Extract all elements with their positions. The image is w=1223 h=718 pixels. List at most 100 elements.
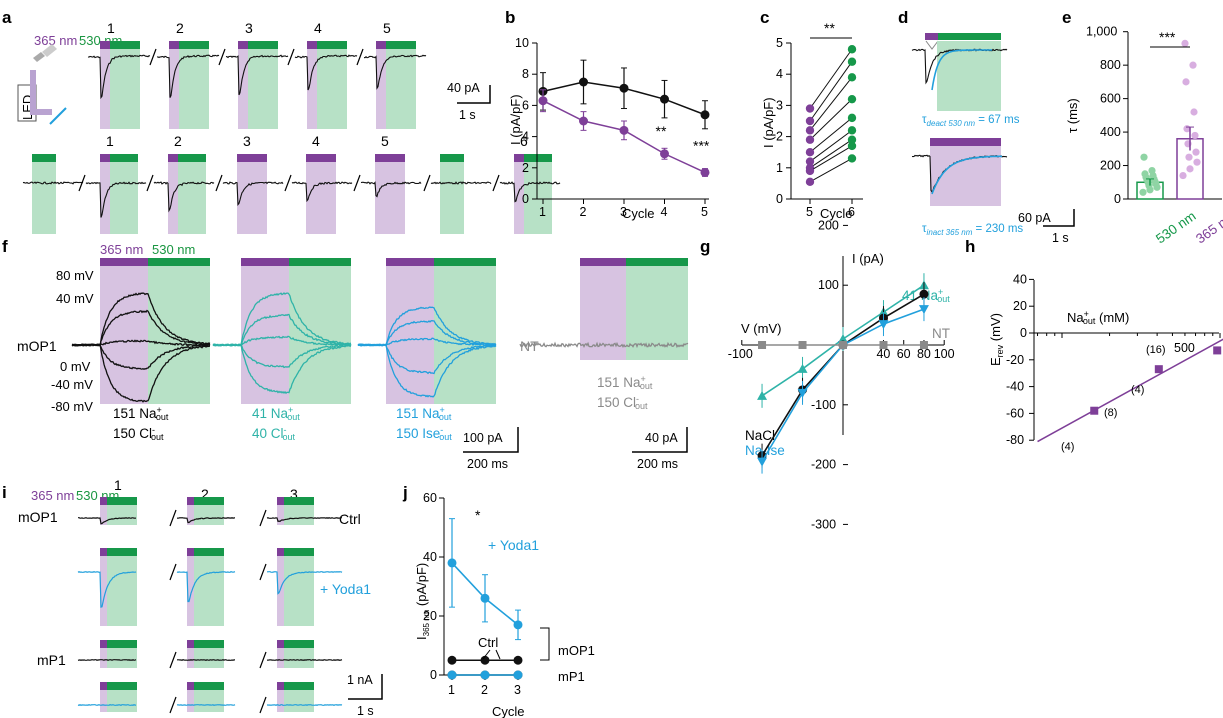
- g-point: [758, 341, 767, 349]
- svg-text:60 pA: 60 pA: [1018, 211, 1051, 225]
- break-mark: [423, 174, 431, 192]
- j-ytick-label: 60: [423, 491, 437, 505]
- panel-label-i: i: [2, 483, 7, 502]
- current-trace: [156, 54, 220, 98]
- i-cell-mp1: mP1: [37, 652, 66, 668]
- i-ctrl: Ctrl: [339, 511, 361, 527]
- h-point: [1213, 346, 1222, 355]
- i-bar-365: [100, 682, 107, 690]
- i-bar-530: [284, 548, 314, 556]
- light-bar-530: [524, 154, 552, 162]
- break-mark: [259, 651, 267, 669]
- e-point: [1191, 131, 1199, 140]
- e-ytick-label: 0: [1114, 192, 1121, 206]
- svg-text:40 pA: 40 pA: [645, 431, 678, 445]
- i-bar-530: [107, 497, 137, 505]
- light-bar-530: [386, 41, 416, 49]
- b-xlabel: Cycle: [622, 206, 655, 221]
- j-ylabel: I365 nm (pA/pF): [414, 563, 431, 640]
- i-bar-365: [100, 548, 107, 556]
- c-point-5: [805, 135, 815, 144]
- cycle-label: 5: [381, 133, 389, 149]
- c-point-5: [805, 177, 815, 187]
- h-ytick-label: -80: [1006, 433, 1024, 447]
- c-point-6: [847, 113, 857, 123]
- i-bar-530: [194, 497, 224, 505]
- scale-bar-d: 60 pA 1 s: [1018, 209, 1075, 245]
- c-point-6: [847, 141, 857, 151]
- i-shade-365: [187, 505, 194, 525]
- panel-label-c: c: [760, 8, 769, 27]
- light-bar-365: [100, 41, 110, 49]
- c-pair-line: [809, 139, 853, 169]
- f-shade-365: [241, 266, 289, 404]
- e-point: [1139, 188, 1147, 196]
- e-point: [1189, 61, 1197, 69]
- i-365nm: 365 nm: [31, 488, 74, 503]
- h-ylabel: Erev (mV): [988, 313, 1005, 366]
- c-xtick-label: 6: [848, 205, 855, 219]
- j-ctrl: Ctrl: [478, 635, 498, 650]
- h-ytick-label: 20: [1013, 299, 1027, 313]
- cycle-label: 6: [520, 133, 528, 149]
- i-trace: [176, 517, 235, 524]
- svg-text:1 s: 1 s: [357, 704, 374, 718]
- panel-a-top-traces: 1 2 3 4 5: [87, 20, 427, 129]
- f-bar-530: [148, 258, 210, 266]
- shade-365: [514, 162, 524, 234]
- g-xtick-label: 40: [876, 347, 890, 361]
- c-point-5: [805, 148, 815, 157]
- g-point: [839, 341, 847, 349]
- b-point: [579, 77, 588, 87]
- f-trace: [212, 343, 352, 369]
- scale-bar-a: 40 pA 1 s: [447, 81, 491, 122]
- led-icon: LED: [17, 44, 67, 125]
- break-mark: [169, 696, 177, 714]
- g-xtick-label: 100: [934, 347, 955, 361]
- i-trace: [266, 659, 343, 661]
- j-point: [480, 655, 490, 665]
- i-cell-mop1: mOP1: [18, 509, 58, 525]
- light-bar-530: [248, 41, 278, 49]
- g-xtick-label: 80: [917, 347, 931, 361]
- i-bar-530: [107, 548, 137, 556]
- f-shade-530: [289, 266, 351, 404]
- g-ytick-label: -100: [811, 398, 836, 412]
- current-trace: [291, 181, 353, 203]
- b-point: [619, 125, 629, 135]
- e-ytick-label: 800: [1100, 58, 1121, 72]
- h-xtick-label: 500: [1174, 341, 1195, 355]
- j-ctrl-pointer: [495, 649, 501, 660]
- break-mark: [146, 174, 154, 192]
- f-shade-530: [434, 266, 496, 404]
- i-cycle-2: 2: [201, 486, 209, 502]
- f-shade-365: [386, 266, 434, 404]
- j-point: [447, 670, 457, 680]
- cycle-label: 3: [243, 133, 251, 149]
- i-shade-365: [187, 556, 194, 626]
- e-point: [1190, 108, 1198, 116]
- c-xtick-label: 5: [806, 205, 813, 219]
- i-shade-530: [284, 648, 314, 668]
- f-bar-530: [289, 258, 351, 266]
- f-mv-0: 0 mV: [60, 359, 91, 374]
- i-trace: [77, 704, 136, 706]
- break-mark: [149, 48, 157, 66]
- e-point: [1141, 170, 1149, 178]
- f-bar-365: [241, 258, 289, 266]
- e-point: [1140, 153, 1148, 161]
- c-pair-line: [809, 145, 853, 172]
- e-point: [1179, 171, 1187, 180]
- shade-530: [179, 49, 209, 129]
- c-pair-line: [809, 77, 853, 131]
- svg-text:151 Na+out: 151 Na+ out: [597, 374, 653, 391]
- svg-text:151 Na+out: 151 Na+ out: [113, 405, 169, 422]
- cycle-label: 3: [245, 20, 253, 36]
- svg-text:151 Na+out: 151 Na+ out: [396, 405, 452, 422]
- i-shade-530: [284, 556, 314, 626]
- panel-label-d: d: [898, 8, 908, 27]
- panel-label-a: a: [2, 8, 12, 27]
- f-shade-530: [148, 266, 210, 404]
